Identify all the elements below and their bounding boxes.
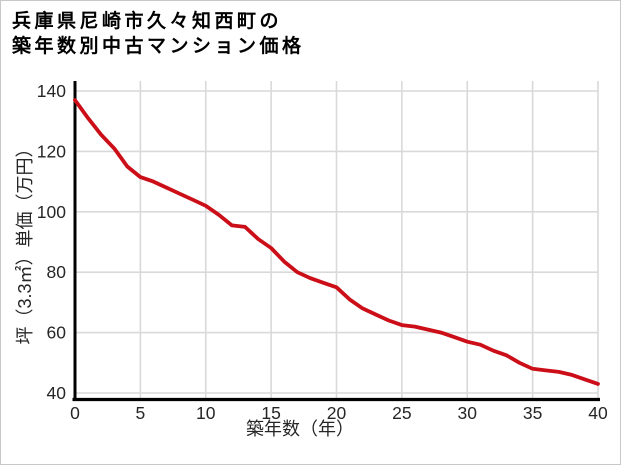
y-tick-label: 120 (37, 141, 66, 161)
price-line (73, 98, 600, 386)
x-tick-label: 30 (458, 403, 478, 423)
x-tick-label: 5 (136, 403, 146, 423)
chart-title-line-1: 兵庫県尼崎市久々知西町の (12, 11, 283, 32)
y-tick-label: 140 (37, 81, 66, 101)
x-axis-label: 築年数（年） (246, 419, 354, 439)
x-tick-label: 0 (70, 403, 80, 423)
x-tick-label: 10 (196, 403, 216, 423)
gridlines (75, 81, 599, 401)
y-tick-label: 40 (47, 383, 67, 403)
chart-title-line-2: 築年数別中古マンション価格 (12, 36, 305, 57)
y-axis-label: 坪（3.3㎡）単価（万円） (14, 139, 35, 344)
x-tick-label: 40 (588, 403, 608, 423)
y-tick-label: 100 (37, 202, 66, 222)
y-tick-label: 60 (47, 323, 67, 343)
axes-spines (72, 81, 600, 402)
x-tick-label: 25 (392, 403, 411, 423)
x-tick-label: 35 (523, 403, 542, 423)
x-tick-labels: 0 5 10 15 20 25 30 35 40 (70, 403, 608, 423)
chart-title: 兵庫県尼崎市久々知西町の 築年数別中古マンション価格 (12, 9, 305, 59)
y-tick-labels: 40 60 80 100 120 140 (37, 81, 66, 403)
x-tick-label: 20 (327, 403, 347, 423)
y-tick-label: 80 (47, 262, 67, 282)
x-tick-label: 15 (261, 403, 280, 423)
